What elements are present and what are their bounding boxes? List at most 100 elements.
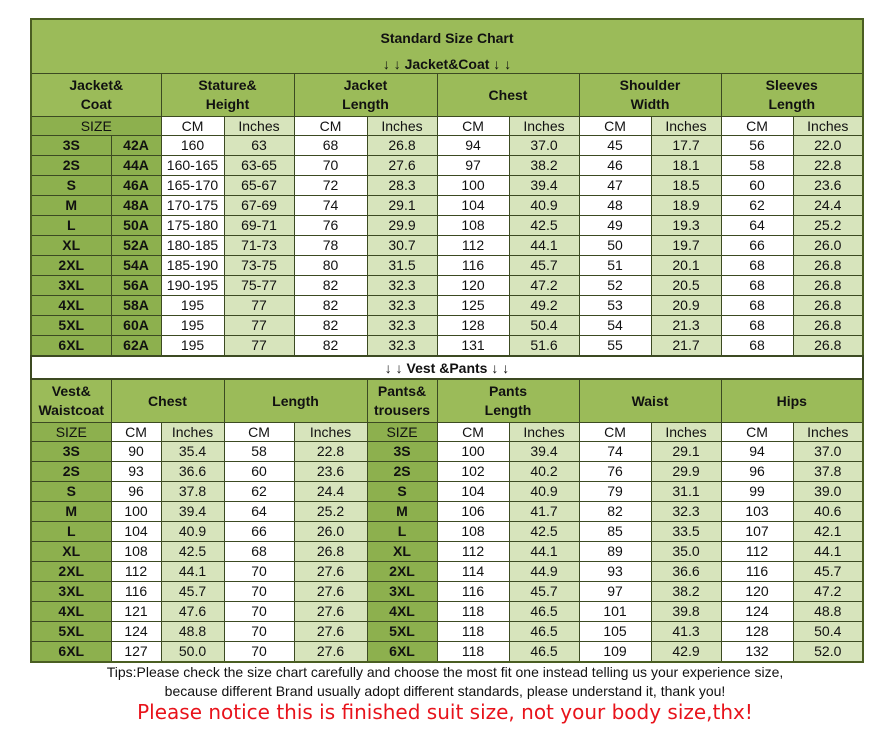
size-chart: Standard Size Chart ↓ ↓ Jacket&Coat ↓ ↓ …: [29, 18, 865, 663]
value-cell: 82: [293, 335, 368, 357]
size-cell: S: [30, 481, 112, 502]
heading-row: ↓ ↓ Jacket&Coat ↓ ↓: [30, 55, 864, 74]
value-cell: 41.3: [650, 621, 722, 642]
value-cell: 22.8: [792, 155, 864, 176]
value-cell: 120: [436, 275, 510, 296]
data-row: S 46A 165-170 65-67 72 28.3 100 39.4 47 18.5 60 23.…: [30, 175, 864, 196]
size-cell: 5XL: [366, 621, 438, 642]
value-cell: 52.0: [792, 641, 864, 663]
value-cell: 32.3: [366, 315, 438, 336]
unit-header: Inches: [508, 116, 580, 136]
column-header: Pants& trousers: [366, 378, 438, 423]
unit-header: Inches: [650, 116, 722, 136]
column-header: Waist: [578, 378, 722, 423]
size-cell: 56A: [110, 275, 162, 296]
value-cell: 65-67: [223, 175, 295, 196]
column-header: Shoulder Width: [578, 73, 722, 117]
value-cell: 68: [720, 315, 794, 336]
size-cell: 52A: [110, 235, 162, 256]
size-cell: 6XL: [30, 641, 112, 663]
value-cell: 41.7: [508, 501, 580, 522]
value-cell: 118: [436, 621, 510, 642]
column-header: Vest& Waistcoat: [30, 378, 112, 423]
value-cell: 66: [720, 235, 794, 256]
value-cell: 93: [110, 461, 162, 482]
value-cell: 180-185: [160, 235, 225, 256]
value-cell: 63: [223, 135, 295, 156]
value-cell: 45.7: [160, 581, 225, 602]
value-cell: 124: [110, 621, 162, 642]
size-cell: S: [30, 175, 112, 196]
data-row: 4XL 58A 195 77 82 32.3 125 49.2 53 20.9 68 26.8: [30, 295, 864, 316]
unit-header: Inches: [366, 116, 438, 136]
value-cell: 195: [160, 295, 225, 316]
value-cell: 19.3: [650, 215, 722, 236]
value-cell: 36.6: [160, 461, 225, 482]
value-cell: 44.9: [508, 561, 580, 582]
value-cell: 18.5: [650, 175, 722, 196]
value-cell: 107: [720, 521, 794, 542]
value-cell: 102: [436, 461, 510, 482]
value-cell: 40.9: [508, 195, 580, 216]
subheader-row: SIZE CM Inches CM Inches CM Inches CM Inches CM In…: [30, 116, 864, 136]
value-cell: 27.6: [293, 581, 368, 602]
value-cell: 27.6: [293, 601, 368, 622]
value-cell: 38.2: [508, 155, 580, 176]
value-cell: 37.8: [160, 481, 225, 502]
value-cell: 96: [720, 461, 794, 482]
value-cell: 77: [223, 295, 295, 316]
value-cell: 128: [720, 621, 794, 642]
value-cell: 24.4: [792, 195, 864, 216]
value-cell: 49: [578, 215, 652, 236]
value-cell: 47.2: [792, 581, 864, 602]
value-cell: 82: [293, 275, 368, 296]
value-cell: 51: [578, 255, 652, 276]
value-cell: 104: [436, 195, 510, 216]
value-cell: 90: [110, 441, 162, 462]
value-cell: 112: [110, 561, 162, 582]
value-cell: 73-75: [223, 255, 295, 276]
size-cell: 2S: [366, 461, 438, 482]
value-cell: 112: [436, 235, 510, 256]
value-cell: 108: [436, 215, 510, 236]
table-body: Standard Size Chart ↓ ↓ Jacket&Coat ↓ ↓ …: [29, 18, 865, 663]
value-cell: 40.9: [160, 521, 225, 542]
size-cell: 2XL: [30, 561, 112, 582]
data-row: 5XL 60A 195 77 82 32.3 128 50.4 54 21.3 68 26.8: [30, 315, 864, 336]
value-cell: 19.7: [650, 235, 722, 256]
value-cell: 49.2: [508, 295, 580, 316]
size-cell: 3S: [30, 135, 112, 156]
value-cell: 60: [720, 175, 794, 196]
value-cell: 40.9: [508, 481, 580, 502]
size-cell: M: [366, 501, 438, 522]
size-cell: 5XL: [30, 621, 112, 642]
size-cell: 4XL: [30, 295, 112, 316]
value-cell: 47.2: [508, 275, 580, 296]
size-cell: 5XL: [30, 315, 112, 336]
value-cell: 27.6: [293, 561, 368, 582]
unit-header: CM: [110, 422, 162, 442]
unit-header: CM: [578, 422, 652, 442]
unit-header: SIZE: [366, 422, 438, 442]
unit-header: CM: [160, 116, 225, 136]
size-cell: 6XL: [366, 641, 438, 663]
value-cell: 21.3: [650, 315, 722, 336]
value-cell: 114: [436, 561, 510, 582]
column-header: Pants Length: [436, 378, 580, 423]
column-header: Sleeves Length: [720, 73, 864, 117]
value-cell: 55: [578, 335, 652, 357]
column-header: Jacket& Coat: [30, 73, 162, 117]
value-cell: 42.9: [650, 641, 722, 663]
value-cell: 27.6: [293, 641, 368, 663]
value-cell: 40.6: [792, 501, 864, 522]
value-cell: 51.6: [508, 335, 580, 357]
value-cell: 40.2: [508, 461, 580, 482]
value-cell: 77: [223, 335, 295, 357]
size-cell: 3XL: [366, 581, 438, 602]
data-row: M 48A 170-175 67-69 74 29.1 104 40.9 48 18.9 62 24.…: [30, 195, 864, 216]
header-row: Vest& Waistcoat Chest Length Pants& trouser…: [30, 378, 864, 423]
value-cell: 50.4: [792, 621, 864, 642]
value-cell: 45.7: [508, 255, 580, 276]
value-cell: 44.1: [508, 235, 580, 256]
value-cell: 35.0: [650, 541, 722, 562]
